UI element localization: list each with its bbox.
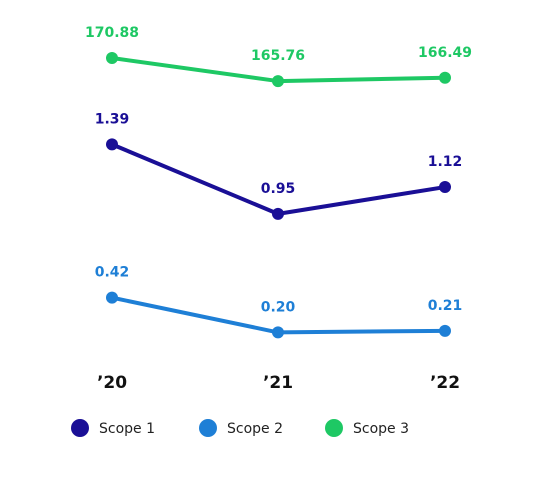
legend-label: Scope 1 bbox=[99, 421, 155, 437]
point bbox=[439, 71, 451, 84]
data-label: 170.88 bbox=[85, 25, 139, 41]
data-label: 165.76 bbox=[251, 48, 305, 64]
point bbox=[106, 291, 118, 304]
x-tick-label: ’20 bbox=[97, 373, 127, 393]
legend-marker bbox=[325, 419, 343, 437]
data-label: 0.21 bbox=[428, 298, 463, 314]
x-tick-label: ’21 bbox=[263, 373, 293, 393]
point bbox=[272, 326, 284, 339]
data-label: 0.95 bbox=[261, 181, 296, 197]
legend-marker bbox=[199, 419, 217, 437]
point bbox=[106, 52, 118, 65]
series-line bbox=[111, 142, 446, 216]
data-label: 0.42 bbox=[95, 265, 130, 281]
point bbox=[272, 207, 284, 220]
data-label: 166.49 bbox=[418, 45, 472, 61]
x-tick-label: ’22 bbox=[430, 373, 460, 393]
legend-marker bbox=[71, 419, 89, 437]
point bbox=[439, 324, 451, 337]
data-label: 1.39 bbox=[95, 111, 130, 127]
point bbox=[439, 181, 451, 194]
legend-label: Scope 2 bbox=[227, 421, 283, 437]
data-label: 0.20 bbox=[261, 299, 296, 315]
legend-label: Scope 3 bbox=[353, 421, 409, 437]
data-label: 1.12 bbox=[428, 154, 463, 170]
point bbox=[106, 138, 118, 151]
point bbox=[272, 75, 284, 88]
